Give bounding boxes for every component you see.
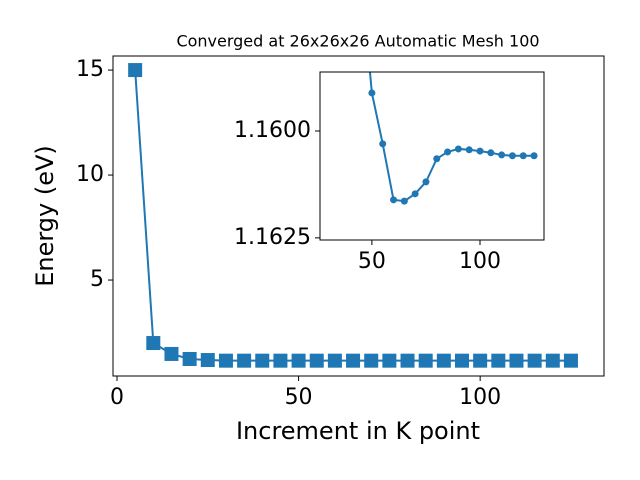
data-point (146, 336, 161, 351)
data-point (509, 353, 524, 368)
x-tick-label: 50 (285, 385, 313, 410)
y-tick-label: 15 (76, 57, 104, 82)
data-point (473, 353, 488, 368)
data-point (200, 353, 215, 368)
data-point (454, 145, 462, 153)
data-point (327, 353, 342, 368)
chart-title: Converged at 26x26x26 Automatic Mesh 100 (176, 32, 539, 51)
data-point (487, 149, 495, 157)
data-point (508, 152, 516, 160)
data-point (346, 353, 361, 368)
data-point (128, 63, 143, 78)
data-point (418, 353, 433, 368)
data-point (422, 178, 430, 186)
data-point (400, 197, 408, 205)
data-point (491, 353, 506, 368)
data-point (455, 353, 470, 368)
data-point (465, 146, 473, 154)
plot-frame (112, 55, 605, 377)
x-tick-label: 100 (459, 249, 501, 274)
data-point (382, 353, 397, 368)
data-point (436, 353, 451, 368)
y-tick-label: 1.1600 (234, 118, 311, 143)
x-tick-label: 0 (110, 385, 124, 410)
data-point (476, 147, 484, 155)
y-tick-label: 10 (76, 162, 104, 187)
data-point (255, 353, 270, 368)
y-tick-label: 1.1625 (234, 225, 311, 250)
data-point (368, 89, 376, 97)
y-axis-label: Energy (eV) (31, 145, 59, 287)
data-point (237, 353, 252, 368)
data-point (433, 155, 441, 163)
plot-area (128, 63, 578, 368)
data-point (291, 353, 306, 368)
x-tick-label: 100 (459, 385, 501, 410)
data-point (411, 190, 419, 198)
data-point (273, 353, 288, 368)
data-point (218, 353, 233, 368)
data-point (498, 151, 506, 159)
data-point (563, 353, 578, 368)
y-tick-label: 5 (90, 267, 104, 292)
data-point (390, 196, 398, 204)
x-axis-label: Increment in K point (236, 417, 480, 445)
plot-area (368, 72, 538, 205)
data-point (379, 140, 387, 148)
data-point (164, 346, 179, 361)
plot-frame (319, 71, 545, 241)
data-point (519, 152, 527, 160)
data-point (182, 351, 197, 366)
data-point (545, 353, 560, 368)
data-point (364, 353, 379, 368)
data-point (309, 353, 324, 368)
data-point (527, 353, 542, 368)
data-point (400, 353, 415, 368)
data-point (444, 148, 452, 156)
data-point (530, 152, 538, 160)
x-tick-label: 50 (358, 249, 386, 274)
